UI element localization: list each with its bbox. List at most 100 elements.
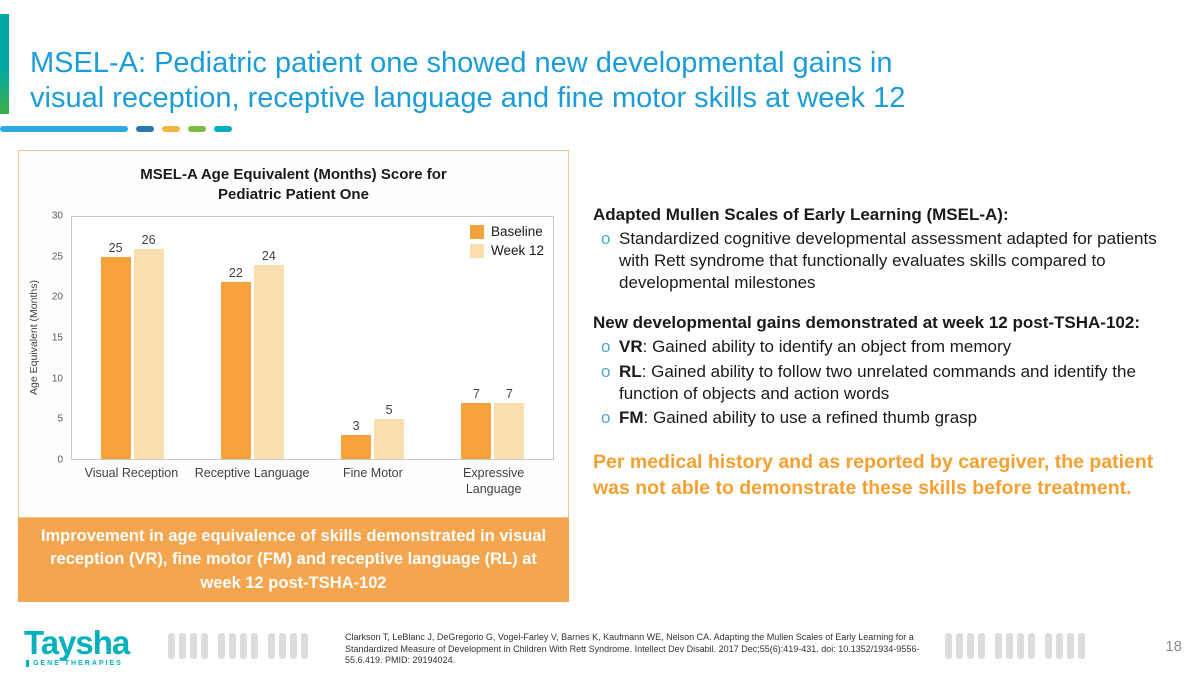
corner-accent-bar (0, 14, 9, 114)
plot-area-wrap: 0 5 10 15 20 25 30 25 26 22 24 3 5 7 7 Baseline Week 1… (52, 211, 554, 497)
decorative-bar (1078, 633, 1085, 659)
bar-week-12: 24 (253, 217, 284, 459)
legend-item: Baseline (469, 224, 544, 239)
decorative-bar (1045, 633, 1052, 659)
bar-value-label: 25 (108, 241, 123, 256)
decorative-bar (251, 633, 258, 659)
taysha-logo-subtitle: GENE THERAPIES (26, 660, 129, 667)
bullet-item-vr: o VR: Gained ability to identify an obje… (593, 336, 1171, 358)
underline-segment-blue (0, 126, 128, 132)
x-axis-labels: Visual Reception Receptive Language Fine M… (71, 466, 554, 497)
decorative-bar (301, 633, 308, 659)
chart-title: MSEL-A Age Equivalent (Months) Score for… (140, 166, 447, 203)
bullet-prefix-fm: FM (619, 407, 644, 427)
decorative-bar (1028, 633, 1035, 659)
decorative-bars-left (168, 633, 318, 659)
bar (374, 418, 405, 459)
slide-title-line-1: MSEL-A: Pediatric patient one showed new… (30, 47, 893, 79)
legend-label: Baseline (490, 224, 543, 239)
y-tick-label: 10 (51, 373, 63, 385)
y-axis-label: Age Equivalent (Months) (28, 280, 40, 396)
decorative-bar (290, 633, 297, 659)
decorative-bar (201, 633, 208, 659)
decorative-bar (1017, 633, 1024, 659)
y-tick-label: 30 (51, 210, 63, 222)
x-axis-category-label: Receptive Language (194, 466, 310, 480)
highlight-text: Per medical history and as reported by c… (593, 450, 1154, 500)
citation-text: Clarkson T, LeBlanc J, DeGregorio G, Vog… (345, 631, 920, 666)
legend-swatch (469, 224, 484, 239)
chart-legend: Baseline Week 12 (469, 224, 544, 262)
page-number: 18 (1165, 638, 1182, 655)
chart-card: MSEL-A Age Equivalent (Months) Score for… (18, 150, 569, 518)
decorative-bar (978, 633, 985, 659)
bullet-body-vr: : Gained ability to identify an object f… (642, 337, 1012, 357)
bullet-item-fm: o FM: Gained ability to use a refined th… (593, 407, 1171, 429)
bullet-marker-icon: o (601, 407, 611, 427)
decorative-bar (279, 633, 286, 659)
bullet-item-msel: o Standardized cognitive developmental a… (593, 228, 1171, 294)
bar (341, 434, 372, 459)
legend-label: Week 12 (490, 243, 544, 258)
bullet-marker-icon: o (601, 361, 611, 381)
bar-value-label: 24 (261, 249, 276, 264)
bar (494, 402, 525, 459)
plot-row: Age Equivalent (Months) 0 5 10 15 20 25 30 25 2… (19, 211, 568, 497)
decorative-bar (956, 633, 963, 659)
bar-week-12: 7 (494, 217, 525, 459)
legend-swatch (469, 243, 484, 258)
decorative-bar (1006, 633, 1013, 659)
decorative-bar (168, 633, 175, 659)
decorative-bar (229, 633, 236, 659)
bullet-text-msel: Standardized cognitive developmental ass… (619, 229, 1157, 293)
plot-area: 25 26 22 24 3 5 7 7 Baseline Week 12 (71, 216, 554, 460)
slide-title-line-2: visual reception, receptive language and… (30, 82, 906, 115)
bullet-marker-icon: o (601, 229, 611, 249)
bar-value-label: 7 (505, 386, 513, 401)
bar-baseline: 3 (341, 217, 372, 459)
x-axis-category-label: Expressive Language (463, 466, 525, 496)
bar-value-label: 7 (472, 386, 480, 401)
y-tick-label: 0 (57, 454, 63, 466)
decorative-bar (179, 633, 186, 659)
bullet-body-fm: : Gained ability to use a refined thumb … (643, 407, 978, 427)
msel-heading: Adapted Mullen Scales of Early Learning … (593, 205, 1009, 224)
bar (461, 402, 492, 459)
bar-week-12: 26 (133, 217, 164, 459)
underline-dash-green (188, 126, 206, 132)
taysha-logo: Taysha GENE THERAPIES (24, 625, 130, 667)
y-tick-label: 15 (51, 332, 63, 344)
title-underline (0, 126, 240, 132)
decorative-bar (268, 633, 275, 659)
decorative-bar (995, 633, 1002, 659)
y-tick-label: 20 (51, 291, 63, 303)
decorative-bar (218, 633, 225, 659)
bullet-body-rl: : Gained ability to follow two unrelated… (619, 361, 1136, 403)
bar-baseline: 25 (100, 217, 131, 459)
decorative-bar (190, 633, 197, 659)
bullet-marker-icon: o (601, 337, 611, 357)
underline-dash-orange (162, 126, 180, 132)
y-tick-label: 25 (51, 251, 63, 263)
underline-dash-teal (214, 126, 232, 132)
decorative-bar (1056, 633, 1063, 659)
chart-caption-box: Improvement in age equivalence of skills… (18, 518, 569, 602)
footer: Taysha GENE THERAPIES Clarkson T, LeBlan… (0, 615, 1200, 675)
y-axis-ticks: 0 5 10 15 20 25 30 (43, 211, 67, 466)
slide-title: MSEL-A: Pediatric patient one showed new… (30, 46, 1180, 117)
bullet-text-fm: FM: Gained ability to use a refined thum… (619, 407, 1171, 429)
right-panel: Adapted Mullen Scales of Early Learning … (593, 204, 1171, 501)
bar (133, 249, 164, 459)
decorative-bar (945, 633, 952, 659)
decorative-bars-right (945, 633, 1095, 659)
gains-heading: New developmental gains demonstrated at … (593, 313, 1140, 333)
bar-group: 22 24 (192, 217, 312, 459)
bullet-text-vr: VR: Gained ability to identify an object… (619, 336, 1171, 358)
decorative-bar (1067, 633, 1074, 659)
bullet-text-rl: RL: Gained ability to follow two unrelat… (619, 361, 1171, 405)
bar-baseline: 22 (220, 217, 251, 459)
underline-dash-darkblue (136, 126, 154, 132)
